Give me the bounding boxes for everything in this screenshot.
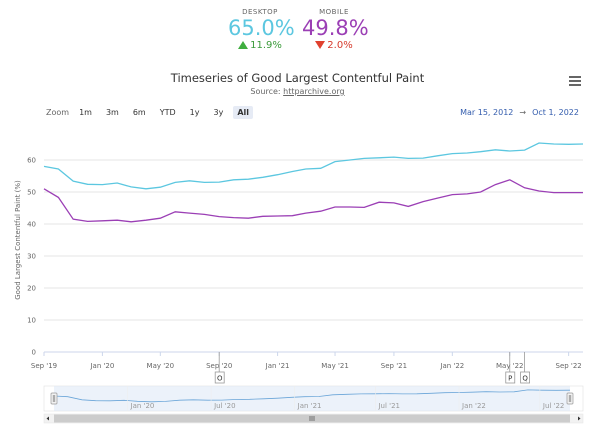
range-from-input[interactable]: Mar 15, 2012 [460, 108, 514, 117]
hamburger-icon[interactable] [569, 76, 581, 86]
flag-box [520, 371, 531, 384]
flag-box [214, 371, 225, 384]
x-tick-label: Jan '22 [439, 362, 464, 370]
source-link[interactable]: httparchive.org [283, 87, 345, 96]
scroll-left-arrow-icon[interactable] [46, 416, 50, 421]
kpi-mobile-value: 49.8% [302, 16, 369, 40]
zoom-bar: Zoom 1m 3m 6m YTD 1y 3y All [46, 106, 259, 119]
navigator-series-line [53, 389, 571, 403]
zoom-1y-button[interactable]: 1y [189, 108, 200, 117]
zoom-ytd-button[interactable]: YTD [159, 108, 176, 117]
navigator-tick-label: Jan '22 [461, 402, 486, 410]
y-tick-label: 20 [27, 285, 36, 293]
triangle-up-icon [238, 41, 249, 49]
x-tick-label: May '20 [147, 362, 175, 370]
navigator-tick-label: Jan '21 [297, 402, 322, 410]
flag-label-P: P [508, 375, 512, 383]
y-tick-label: 50 [27, 189, 36, 197]
triangle-down-icon [315, 41, 326, 49]
zoom-3y-button[interactable]: 3y [213, 108, 224, 117]
series-line-mobile [43, 179, 583, 223]
x-tick-label: Sep '21 [381, 362, 407, 370]
flag-label-Q: Q [522, 375, 528, 383]
zoom-3m-button[interactable]: 3m [105, 108, 119, 117]
kpi-mobile: MOBILE 49.8% 2.0% [302, 8, 369, 51]
kpi-desktop-change: 11.9% [228, 40, 292, 51]
kpi-mobile-label: MOBILE [319, 8, 349, 16]
y-tick-label: 60 [27, 157, 36, 165]
series-line-desktop [43, 142, 584, 190]
kpi-mobile-change-text: 2.0% [327, 40, 353, 51]
y-tick-label: 10 [27, 317, 36, 325]
navigator-tick-label: Jan '20 [130, 402, 155, 410]
zoom-1m-button[interactable]: 1m [79, 108, 92, 117]
y-axis-label: Good Largest Contentful Paint (%) [14, 180, 22, 300]
range-arrow: → [519, 108, 527, 117]
x-tick-label: May '21 [321, 362, 349, 370]
kpi-desktop-value: 65.0% [228, 16, 295, 40]
x-tick-label: Sep '22 [556, 362, 582, 370]
chart-source: Source: httparchive.org [0, 87, 595, 96]
navigator-right-handle[interactable] [566, 392, 574, 405]
navigator-selection [54, 386, 570, 411]
zoom-label: Zoom [46, 108, 70, 117]
navigator-left-handle[interactable] [50, 392, 58, 405]
kpi-mobile-change: 2.0% [302, 40, 366, 51]
date-range: Mar 15, 2012 → Oct 1, 2022 [460, 108, 579, 117]
x-tick-label: Jan '21 [265, 362, 290, 370]
source-prefix: Source: [250, 87, 284, 96]
navigator-tick-label: Jul '21 [377, 402, 400, 410]
x-tick-label: Jan '20 [89, 362, 114, 370]
y-tick-label: 40 [27, 221, 36, 229]
navigator-tick-label: Jul '20 [213, 402, 236, 410]
zoom-6m-button[interactable]: 6m [132, 108, 146, 117]
navigator-tick-label: Jul '22 [542, 402, 565, 410]
flag-box [505, 371, 516, 384]
kpi-desktop: DESKTOP 65.0% 11.9% [228, 8, 295, 51]
y-tick-label: 30 [27, 253, 36, 261]
range-to-input[interactable]: Oct 1, 2022 [532, 108, 579, 117]
y-tick-label: 0 [32, 349, 36, 357]
kpi-desktop-label: DESKTOP [242, 8, 278, 16]
flag-label-O: O [217, 375, 223, 383]
chart-title: Timeseries of Good Largest Contentful Pa… [170, 71, 425, 85]
zoom-all-button[interactable]: All [233, 106, 254, 119]
kpi-desktop-change-text: 11.9% [250, 40, 282, 51]
scroll-right-arrow-icon[interactable] [578, 416, 581, 421]
x-tick-label: Sep '19 [31, 362, 57, 370]
